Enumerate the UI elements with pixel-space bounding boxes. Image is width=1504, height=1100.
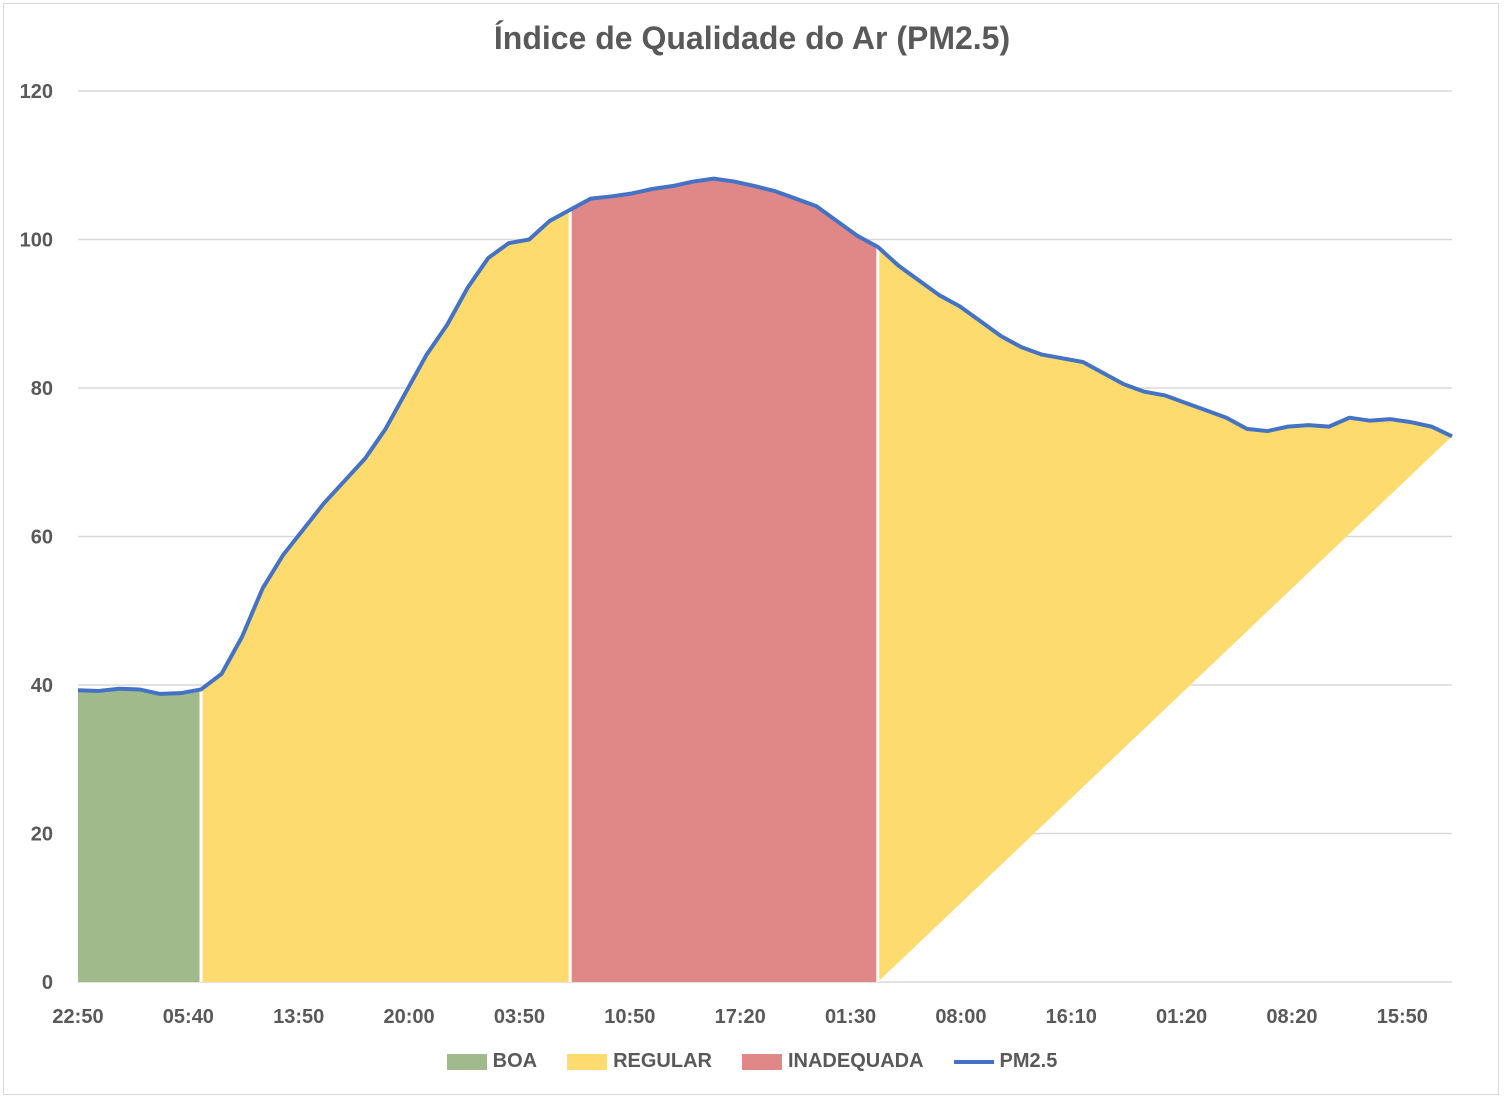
legend-item-regular: REGULAR [567,1050,712,1073]
y-tick-labels: 0 20 40 60 80 100 120 [20,81,53,994]
x-tick-label-10: 01:20 [1156,1006,1207,1028]
legend-item-pm25: PM2.5 [953,1050,1058,1073]
x-tick-label-3: 20:00 [384,1006,435,1028]
band-inadequada-2 [570,178,878,982]
y-tick-label-120: 120 [20,81,53,103]
legend: BOA REGULAR INADEQUADA PM2.5 [0,1050,1504,1073]
x-tick-label-6: 17:20 [715,1006,766,1028]
y-tick-label-40: 40 [31,675,53,697]
y-tick-label-20: 20 [31,824,53,846]
legend-label-pm25: PM2.5 [999,1050,1058,1072]
x-tick-label-0: 22:50 [52,1006,103,1028]
band-separators [199,209,880,982]
chart-title: Índice de Qualidade do Ar (PM2.5) [493,20,1011,56]
y-tick-label-80: 80 [31,378,53,400]
x-tick-labels: 22:50 05:40 13:50 20:00 03:50 10:50 17:20 01:30… [52,1006,1427,1028]
x-tick-label-4: 03:50 [494,1006,545,1028]
legend-label-regular: REGULAR [613,1050,712,1072]
x-tick-label-5: 10:50 [604,1006,655,1028]
band-boa-0 [78,688,202,982]
legend-swatch-boa [446,1053,487,1070]
y-tick-label-60: 60 [31,527,53,549]
legend-item-boa: BOA [446,1050,538,1073]
band-regular-3 [877,246,1452,983]
x-tick-label-11: 08:20 [1266,1006,1317,1028]
y-tick-label-100: 100 [20,230,53,252]
series-line-pm25 [77,176,1453,696]
legend-swatch-inadequada [741,1053,782,1070]
x-tick-label-12: 15:50 [1377,1006,1428,1028]
legend-label-boa: BOA [492,1050,538,1072]
x-tick-label-2: 13:50 [273,1006,324,1028]
legend-item-inadequada: INADEQUADA [741,1050,924,1073]
x-tick-label-7: 01:30 [825,1006,876,1028]
legend-swatch-regular [567,1053,608,1070]
aqi-bands [78,178,1452,983]
legend-label-inadequada: INADEQUADA [787,1050,924,1072]
legend-swatch-pm25 [953,1059,994,1064]
band-regular-1 [201,209,571,983]
chart-frame [3,3,1499,1095]
x-tick-label-1: 05:40 [163,1006,214,1028]
x-tick-label-9: 16:10 [1046,1006,1097,1028]
x-tick-label-8: 08:00 [935,1006,986,1028]
pm25-line [77,176,1453,696]
y-tick-label-0: 0 [42,972,53,994]
